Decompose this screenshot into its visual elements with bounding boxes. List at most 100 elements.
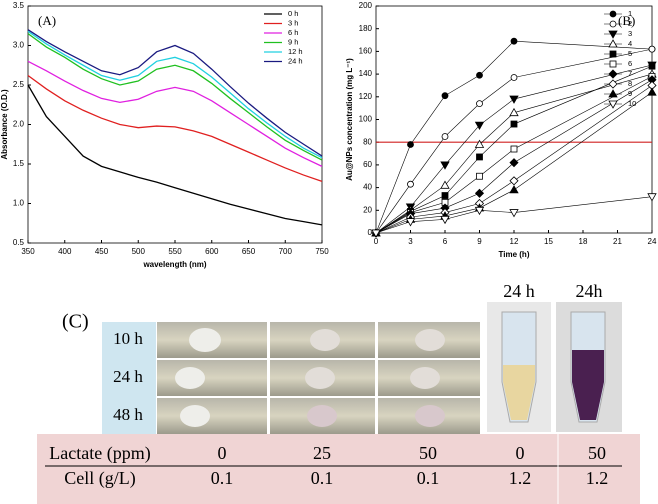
marker [407, 141, 414, 148]
series-line [375, 85, 653, 234]
x-tick-label: 350 [21, 247, 35, 256]
row-label-bg [102, 322, 156, 434]
legend-label: 2 [628, 19, 632, 28]
table: Lactate (ppm) 0 25 50 0 50 Cell (g/L) 0.1 0.1 0.1… [49, 443, 608, 489]
legend-label: 5 [628, 49, 632, 58]
marker [441, 133, 449, 140]
y-tick-label: 80 [363, 137, 372, 146]
series-line [375, 196, 653, 234]
legend-marker [608, 89, 618, 98]
x-tick-label: 0 [374, 237, 379, 246]
legend-label: 4 [628, 39, 632, 48]
y-tick-label: 0 [368, 228, 373, 237]
table-cell: 0 [218, 443, 227, 463]
marker [647, 87, 657, 96]
marker [440, 161, 450, 170]
x-tick-label: 400 [58, 247, 72, 256]
legend-label: 8 [628, 79, 632, 88]
y-tick-label: 100 [359, 115, 373, 124]
table-cell: 0.1 [311, 468, 334, 488]
series-line [27, 29, 323, 157]
legend-label: 1 [628, 9, 632, 18]
marker [476, 172, 483, 180]
marker [647, 193, 657, 202]
legend-label: 10 [628, 99, 636, 108]
marker [509, 176, 519, 186]
marker [476, 100, 483, 108]
legend-marker [609, 60, 617, 68]
y-tick-label: 2.0 [13, 120, 25, 129]
marker [510, 74, 518, 81]
marker [509, 95, 519, 104]
table-cell: 50 [419, 443, 437, 463]
series-line [27, 74, 323, 182]
panel-label: (B) [618, 13, 635, 28]
table-cell: 25 [313, 443, 331, 463]
x-tick-label: 6 [443, 237, 448, 246]
series-line [27, 84, 323, 226]
series-line [375, 48, 653, 234]
x-tick-label: 21 [613, 237, 622, 246]
table-row-label: Lactate (ppm) [49, 443, 150, 464]
marker [648, 45, 656, 53]
x-tick-label: 700 [279, 247, 293, 256]
y-tick-label: 3.0 [13, 41, 25, 50]
photos [157, 322, 480, 434]
table-bg [37, 434, 640, 504]
row-label: 24 h [113, 367, 143, 386]
table-row-label: Cell (g/L) [64, 468, 135, 489]
marker [407, 180, 414, 188]
x-tick-label: 550 [168, 247, 182, 256]
legend-marker [608, 69, 618, 79]
legend-marker [609, 10, 617, 18]
legend-marker [609, 20, 617, 28]
table-cell: 1.2 [509, 468, 532, 488]
y-tick-label: 40 [363, 183, 372, 192]
marker [476, 153, 483, 161]
y-tick-label: 160 [359, 47, 373, 56]
marker [474, 206, 485, 216]
row-label: 10 h [113, 329, 143, 348]
x-tick-label: 650 [242, 247, 256, 256]
y-axis-label: Au@NPs concentration (mg L⁻¹) [345, 58, 354, 181]
x-tick-label: 18 [579, 237, 588, 246]
marker [440, 215, 450, 225]
legend-label: 9 [628, 89, 632, 98]
series-line [27, 33, 323, 161]
marker [648, 62, 656, 70]
tube-label: 24 h [503, 281, 535, 301]
x-tick-label: 500 [132, 247, 146, 256]
series-line [375, 40, 653, 234]
legend-marker [608, 30, 618, 39]
table-cell: 0.1 [417, 468, 440, 488]
table-cell: 0.1 [211, 468, 234, 488]
y-tick-label: 120 [359, 92, 373, 101]
marker [510, 145, 518, 153]
y-tick-label: 180 [359, 24, 373, 33]
x-tick-label: 450 [95, 247, 109, 256]
x-tick-label: 9 [477, 237, 482, 246]
legend-label: 3 h [288, 18, 298, 27]
series-line [375, 92, 653, 234]
y-tick-label: 3.5 [13, 1, 25, 10]
x-axis-label: Time (h) [499, 250, 530, 259]
marker [509, 107, 519, 117]
tube-photos [487, 302, 622, 432]
tube-label: 24h [576, 281, 603, 301]
y-tick-label: 200 [359, 1, 373, 10]
x-axis-label: wavelength (nm) [142, 260, 206, 269]
legend-marker [608, 100, 618, 109]
y-tick-label: 20 [363, 205, 372, 214]
y-tick-label: 140 [359, 69, 373, 78]
y-tick-label: 1.5 [13, 159, 25, 168]
legend-label: 12 h [288, 47, 303, 56]
marker [441, 92, 449, 100]
legend-marker [608, 79, 618, 89]
y-tick-label: 2.5 [13, 80, 25, 89]
table-cell: 0 [516, 443, 525, 463]
marker [441, 192, 449, 199]
row-label: 48 h [113, 405, 143, 424]
legend-label: 6 h [288, 28, 298, 37]
y-tick-label: 0.5 [13, 238, 25, 247]
